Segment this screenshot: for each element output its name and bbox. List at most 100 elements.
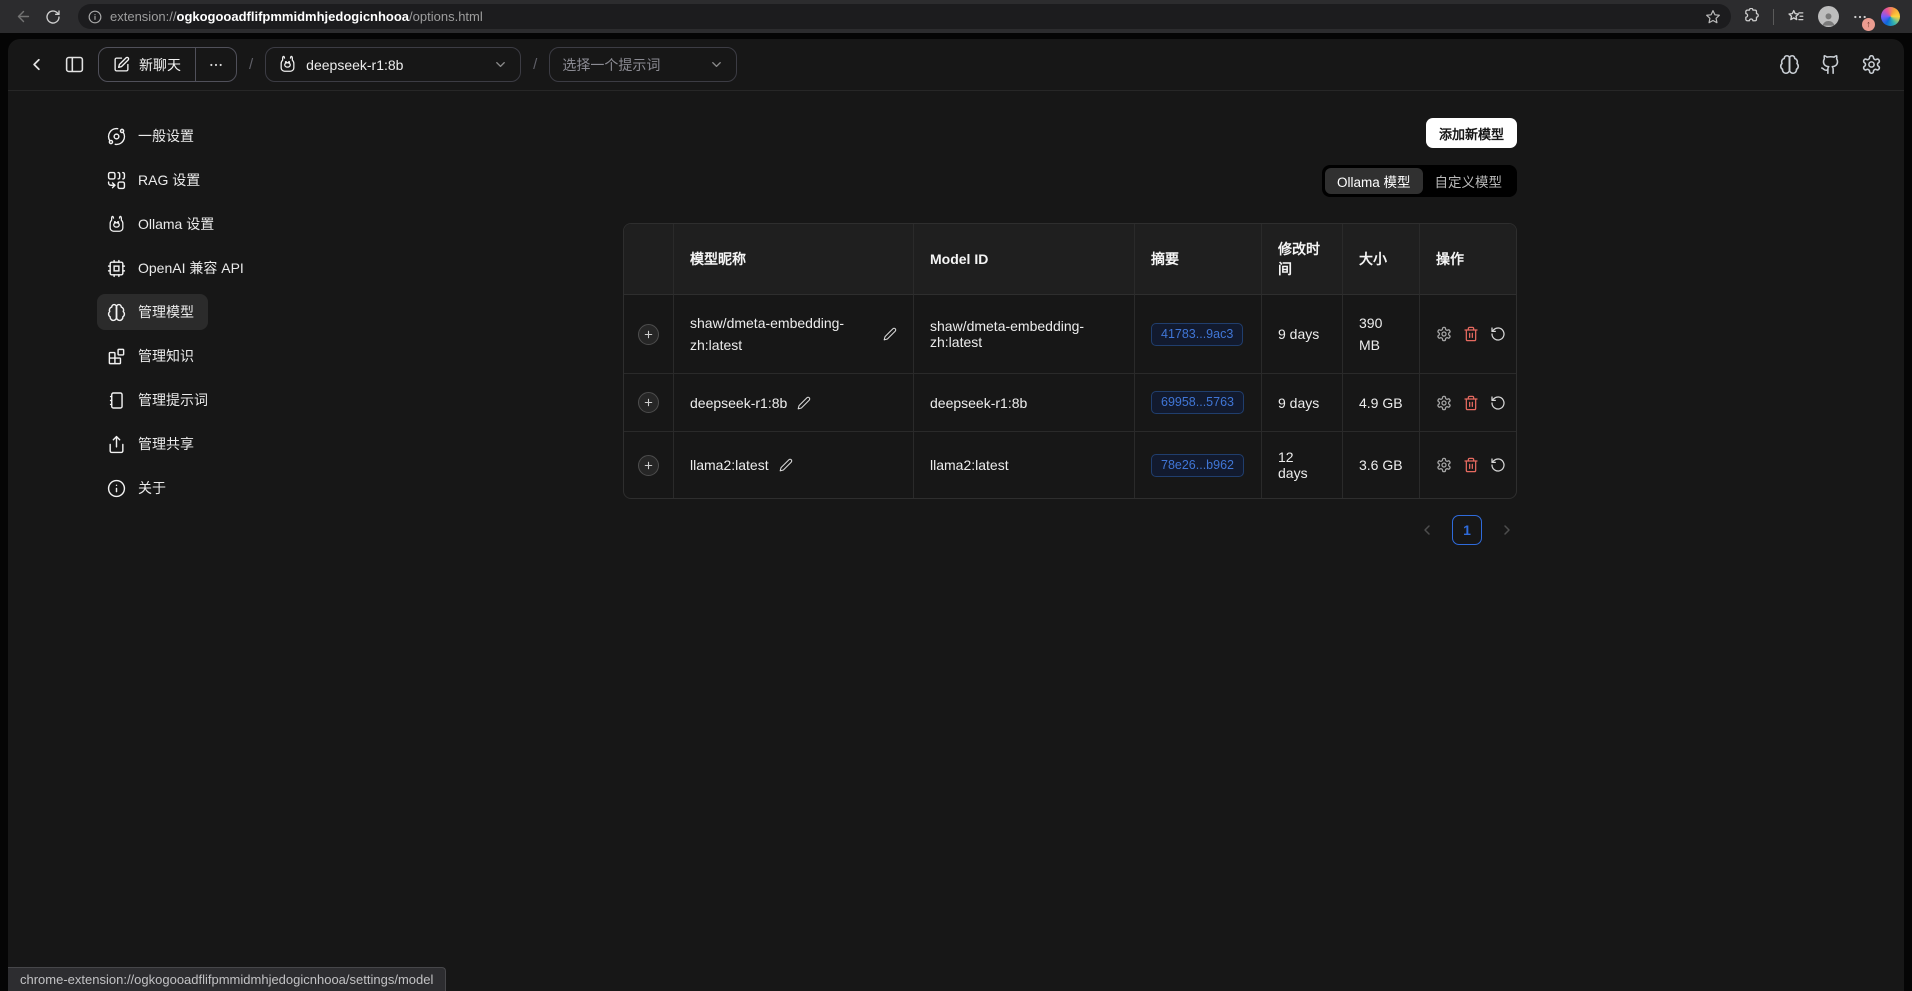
app-header: 新聊天 / deepseek-r1:8b / 选择一个提示词 [8,39,1904,91]
model-nickname: deepseek-r1:8b [690,394,788,411]
row-expand-button[interactable] [638,392,659,413]
gear-icon[interactable] [1436,326,1452,342]
sidebar-item-label: RAG 设置 [138,172,201,188]
edit-nickname-icon[interactable] [797,396,811,410]
browser-toolbar: extension://ogkogooadflifpmmidmhjedogicn… [0,0,1912,33]
bookmark-star-icon[interactable] [1705,9,1721,25]
sidebar-item-label: 管理知识 [138,348,194,364]
model-size: 390 MB [1342,295,1419,374]
edit-nickname-icon[interactable] [779,458,793,472]
prompt-select[interactable]: 选择一个提示词 [549,47,738,82]
url-scheme: extension:// [110,9,177,24]
url-path: /options.html [409,9,483,24]
compose-icon [114,56,130,72]
update-arrow-badge: ↑ [1862,17,1875,31]
row-expand-button[interactable] [638,454,659,476]
combine-icon [107,171,126,190]
prompt-select-placeholder: 选择一个提示词 [562,56,661,73]
row-expand-button[interactable] [638,323,659,345]
brain-icon[interactable] [1779,54,1800,75]
blocks-icon [107,347,126,366]
settings-gear-icon[interactable] [1861,54,1882,75]
tab-ollama-models[interactable]: Ollama 模型 [1324,168,1423,194]
back-icon [17,10,29,23]
gear-icon[interactable] [1436,395,1452,411]
model-id: deepseek-r1:8b [930,394,1028,411]
ollama-llama-icon [107,215,126,234]
new-chat-label: 新聊天 [139,56,181,73]
sidebar-item-general-settings[interactable]: 一般设置 [97,118,208,154]
sidebar-item-label: 一般设置 [138,128,194,144]
sidebar-item-ollama-settings[interactable]: Ollama 设置 [97,206,228,242]
refresh-icon [46,9,60,24]
github-icon[interactable] [1820,54,1841,75]
sidebar-item-label: 管理共享 [138,436,194,452]
model-select-value: deepseek-r1:8b [306,56,404,73]
redownload-icon[interactable] [1490,395,1506,411]
model-id: shaw/dmeta-embedding-zh:latest [930,318,1085,350]
more-menu-icon [1854,15,1866,18]
redownload-icon[interactable] [1490,457,1506,473]
extensions-puzzle-icon[interactable] [1743,8,1760,25]
trash-icon[interactable] [1463,395,1479,411]
app-back-button[interactable] [22,51,50,79]
edit-nickname-icon[interactable] [883,327,897,341]
model-type-tabs: Ollama 模型 自定义模型 [1321,165,1517,197]
table-row: llama2:latest llama2:latest 78e26...b962… [624,432,1516,498]
add-model-button[interactable]: 添加新模型 [1425,118,1517,148]
sidebar-item-manage-knowledge[interactable]: 管理知识 [97,338,208,374]
status-link-preview: chrome-extension://ogkogooadflifpmmidmhj… [8,967,447,991]
sidebar-item-manage-share[interactable]: 管理共享 [97,426,208,462]
sidebar-item-label: 管理模型 [138,304,194,320]
header-right-icons [1779,54,1890,75]
chevron-right-icon [1504,525,1510,535]
tab-custom-models[interactable]: 自定义模型 [1434,175,1503,190]
copilot-icon[interactable] [1881,7,1900,26]
pagination-prev-button[interactable] [1419,522,1435,538]
ellipsis-icon [210,63,222,66]
model-size: 3.6 GB [1342,432,1419,498]
model-nickname: llama2:latest [690,457,769,473]
settings-sidebar: 一般设置 RAG 设置 Ollama 设置 OpenAI 兼容 API 管理模型… [97,118,297,514]
col-header-modified: 修改时间 [1261,224,1342,295]
sidebar-item-manage-prompts[interactable]: 管理提示词 [97,382,222,418]
col-header-size: 大小 [1342,224,1419,295]
models-table: 模型昵称 Model ID 摘要 修改时间 大小 操作 shaw/dmeta-e… [623,223,1517,499]
browser-more-menu[interactable]: ↑ [1852,9,1875,31]
pagination-next-button[interactable] [1499,522,1515,538]
chevron-left-icon [32,58,40,71]
model-select[interactable]: deepseek-r1:8b [265,47,522,82]
url-text: extension://ogkogooadflifpmmidmhjedogicn… [110,9,483,24]
browser-action-icons: ↑ [1743,6,1902,31]
pagination: 1 [623,515,1517,545]
browser-back-button[interactable] [10,4,36,30]
notebook-icon [107,391,126,410]
cpu-chip-icon [107,259,126,278]
pagination-page-1[interactable]: 1 [1452,515,1482,545]
redownload-icon[interactable] [1490,326,1506,342]
sidebar-item-openai-api[interactable]: OpenAI 兼容 API [97,250,258,286]
modified-time: 9 days [1261,374,1342,432]
model-size: 4.9 GB [1342,374,1419,432]
sidebar-item-manage-models[interactable]: 管理模型 [97,294,208,330]
sidebar-item-rag-settings[interactable]: RAG 设置 [97,162,214,198]
favorites-list-icon[interactable] [1787,8,1805,26]
col-header-model-id: Model ID [913,224,1134,295]
model-nickname: shaw/dmeta-embedding-zh:latest [690,315,845,353]
new-chat-group: 新聊天 [98,47,237,82]
sidebar-toggle-button[interactable] [60,51,88,79]
panel-left-icon [65,56,83,73]
chat-more-options-button[interactable] [195,48,236,81]
gear-icon[interactable] [1436,457,1452,473]
trash-icon[interactable] [1463,457,1479,473]
site-info-icon[interactable] [88,10,102,24]
trash-icon[interactable] [1463,326,1479,342]
modified-time: 9 days [1261,295,1342,374]
sidebar-item-label: OpenAI 兼容 API [138,260,244,276]
browser-refresh-button[interactable] [40,4,66,30]
profile-avatar[interactable] [1818,6,1839,27]
manage-models-content: 添加新模型 Ollama 模型 自定义模型 模型昵称 Model ID 摘要 [623,118,1517,545]
sidebar-item-about[interactable]: 关于 [97,470,180,506]
address-bar[interactable]: extension://ogkogooadflifpmmidmhjedogicn… [78,4,1731,29]
new-chat-button[interactable]: 新聊天 [99,48,195,81]
